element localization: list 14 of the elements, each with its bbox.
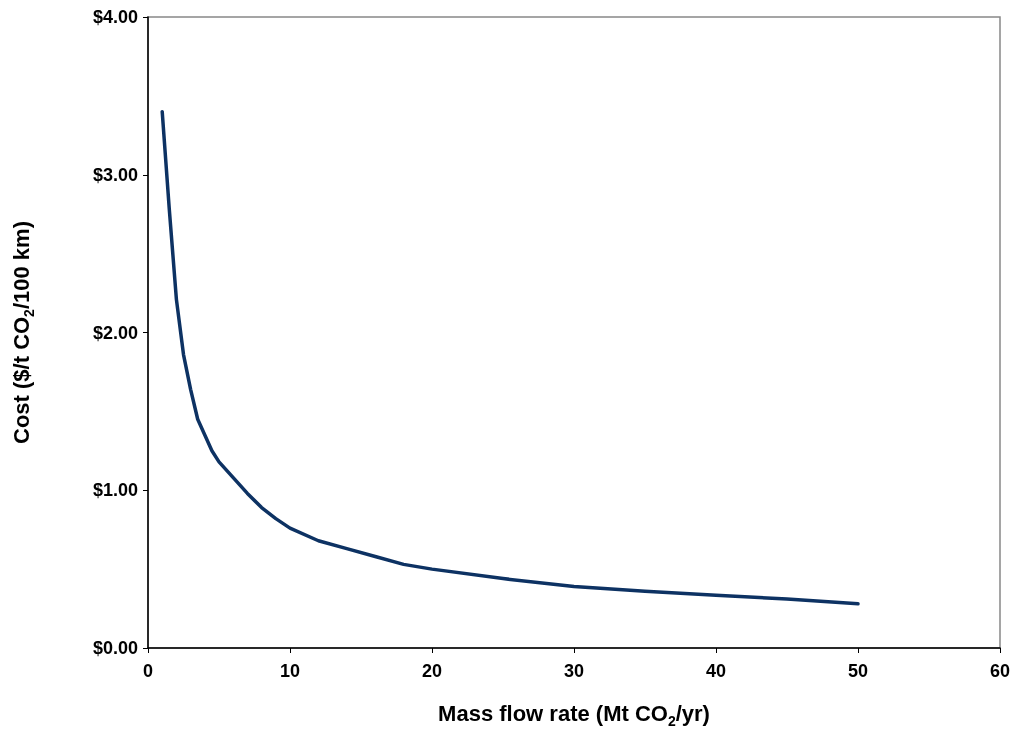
x-tick-label: 40 [705, 661, 727, 681]
line-series [160, 109, 860, 606]
x-tick-label: 10 [279, 661, 301, 681]
x-tick-label: 0 [142, 661, 154, 681]
y-tick-label: $3.00 [92, 164, 138, 185]
y-tick-label: $0.00 [92, 638, 138, 658]
x-tick-label: 20 [421, 661, 443, 681]
x-tick-label: 30 [563, 661, 585, 681]
x-tick-label: 60 [989, 661, 1011, 681]
y-tick-label: $2.00 [92, 322, 138, 343]
y-axis-title: Cost ($/t CO2/100 km) [8, 221, 37, 444]
x-tick-label: 50 [847, 661, 869, 681]
y-tick-label: $1.00 [92, 480, 138, 501]
y-tick-label: $4.00 [92, 7, 138, 27]
